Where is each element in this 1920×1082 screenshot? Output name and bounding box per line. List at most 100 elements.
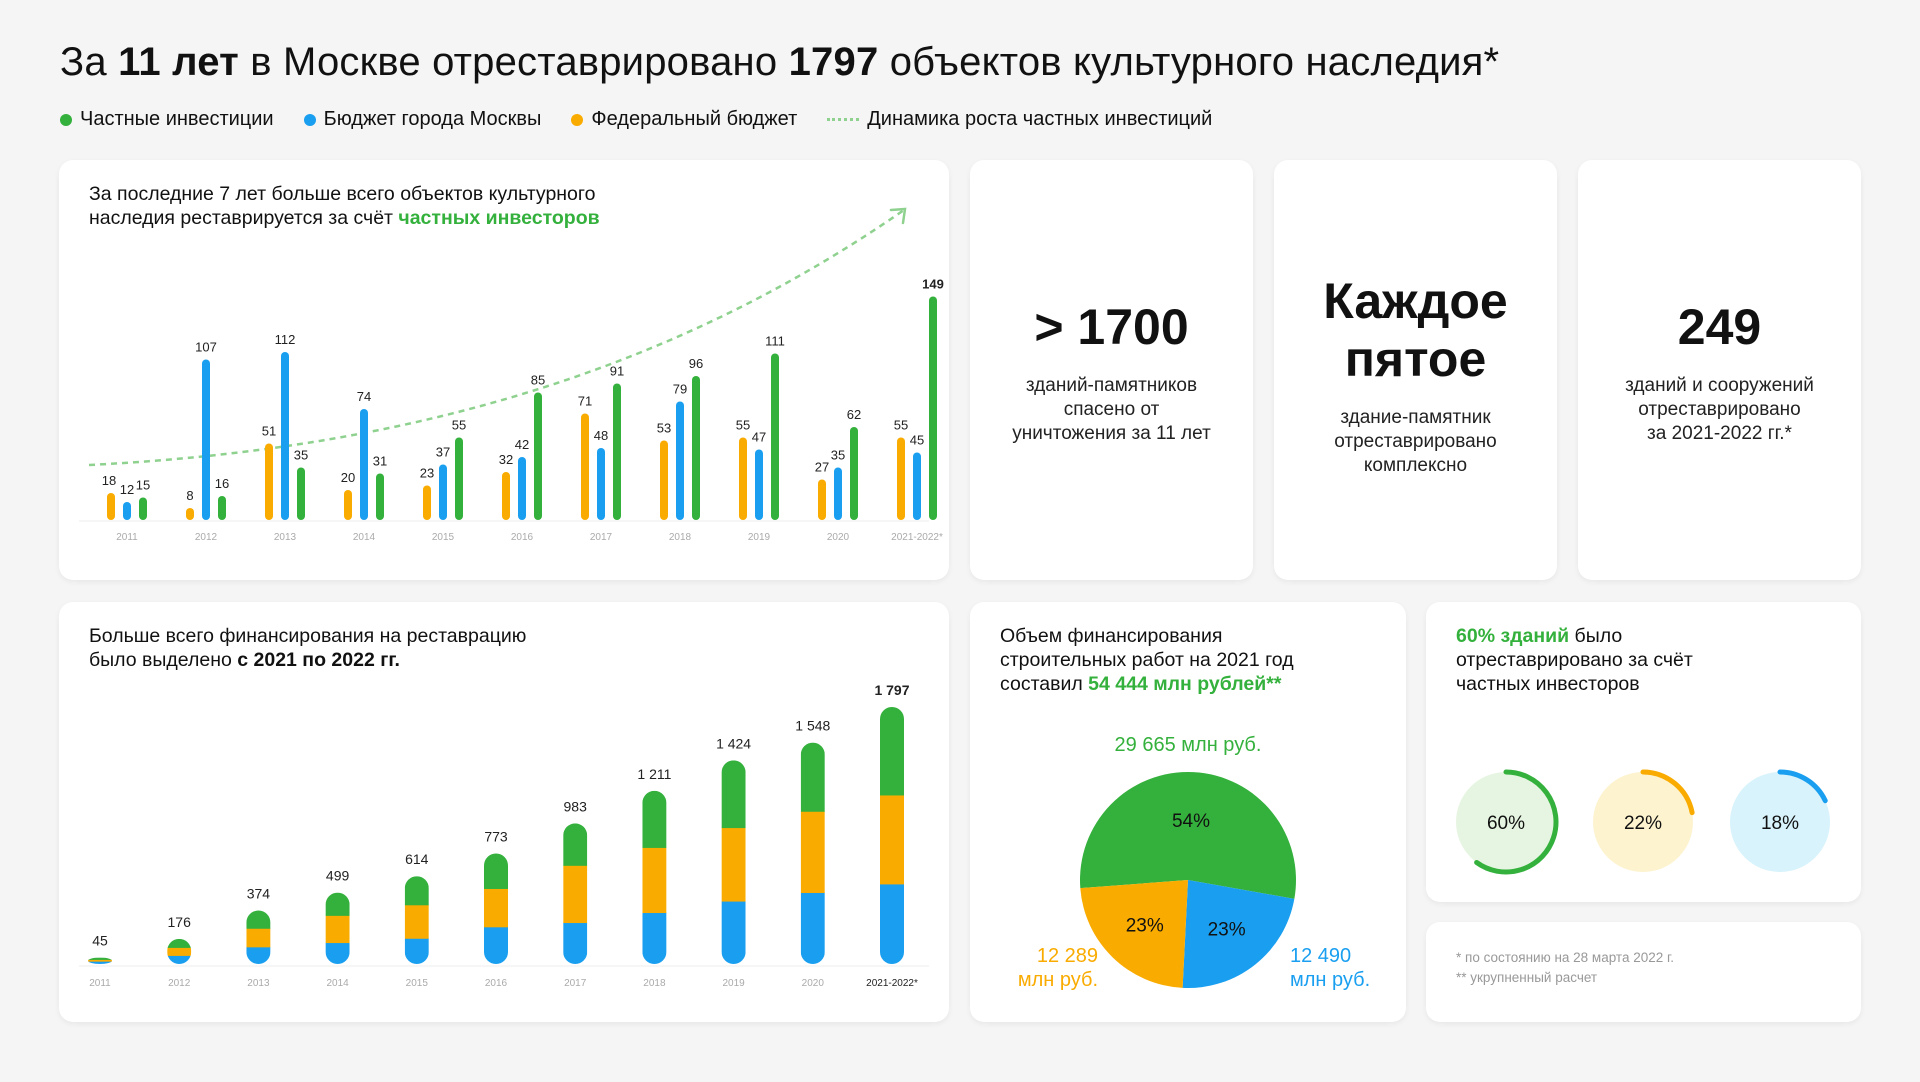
legend-label: Бюджет города Москвы bbox=[323, 108, 542, 130]
stacked-bar-segment bbox=[800, 742, 825, 812]
data-label: 79 bbox=[673, 382, 687, 397]
data-label: 96 bbox=[689, 356, 703, 371]
data-label: 149 bbox=[922, 277, 944, 292]
x-tick-label: 2016 bbox=[511, 532, 534, 543]
bar bbox=[281, 352, 289, 520]
green-dot-icon bbox=[60, 113, 72, 126]
stacked-bar-segment bbox=[88, 957, 112, 960]
bar bbox=[107, 493, 115, 520]
blue-dot-icon bbox=[303, 113, 316, 126]
legend-item-trend: Динамика роста частных инвестиций bbox=[827, 108, 1212, 131]
stacked-bar-card: Больше всего финансирования на реставрац… bbox=[59, 602, 949, 1022]
data-label: 27 bbox=[815, 460, 829, 475]
bar bbox=[344, 490, 352, 520]
ring-charts: 60% 22% 18% bbox=[1456, 769, 1830, 875]
data-label: 32 bbox=[499, 452, 513, 467]
legend-label: Динамика роста частных инвестиций bbox=[867, 108, 1213, 130]
bar bbox=[186, 508, 194, 520]
stacked-bar-segment bbox=[167, 938, 192, 948]
stacked-bar-segment bbox=[642, 912, 667, 964]
x-tick-label: 2016 bbox=[485, 978, 508, 989]
pie-chart: 54% 23% 23% bbox=[1080, 772, 1296, 988]
stacked-bar-segment bbox=[721, 827, 746, 902]
bar bbox=[739, 437, 747, 520]
ring-progress-arc bbox=[1777, 769, 1828, 804]
stacked-bar-segment bbox=[404, 904, 429, 939]
stacked-bar-segment bbox=[563, 865, 588, 924]
ring-background bbox=[1456, 772, 1556, 872]
stacked-bar-segment bbox=[880, 707, 904, 796]
x-tick-label: 2018 bbox=[643, 978, 666, 989]
data-label: 62 bbox=[847, 407, 861, 422]
total-label: 1 548 bbox=[795, 718, 830, 734]
x-tick-label: 2013 bbox=[247, 978, 270, 989]
total-label: 1 424 bbox=[716, 735, 751, 751]
heading-line: составил 54 444 млн рублей** bbox=[1000, 673, 1282, 695]
ring-label: 22% bbox=[1624, 813, 1662, 834]
legend-item-private: Частные инвестиции bbox=[60, 108, 274, 131]
total-label: 45 bbox=[92, 933, 108, 949]
grouped-bar-chart: 18 12 15 2011 8 107 16 2012 51 112 35 2013 20 74 31 201… bbox=[79, 207, 944, 543]
stat-description: зданий и сооружений отреставрировано за 20… bbox=[1625, 375, 1814, 444]
stat-card-1700: > 1700 зданий-памятников спасено от уничто… bbox=[970, 160, 1253, 580]
data-label: 20 bbox=[341, 470, 355, 485]
grouped-bar-card: За последние 7 лет больше всего объектов… bbox=[59, 160, 949, 580]
stacked-bar-segment bbox=[246, 928, 271, 948]
data-label: 91 bbox=[610, 364, 624, 379]
bar bbox=[613, 383, 621, 520]
data-label: 112 bbox=[275, 332, 296, 347]
data-label: 23 bbox=[420, 466, 434, 481]
data-label: 111 bbox=[765, 334, 785, 349]
stat-value: 249 bbox=[1677, 299, 1762, 355]
stacked-bar-segment bbox=[404, 876, 429, 906]
stat-value: Каждое пятое bbox=[1323, 273, 1508, 387]
bar bbox=[297, 467, 305, 520]
x-tick-label: 2018 bbox=[669, 532, 692, 543]
stacked-bar-segment bbox=[325, 942, 350, 964]
card-heading: 60% зданий было отреставрировано за счёт… bbox=[1456, 624, 1693, 696]
stat-card-249: 249 зданий и сооружений отреставрировано з… bbox=[1578, 160, 1861, 580]
heading-line: наследия реставрируется за счёт частных … bbox=[89, 207, 600, 229]
footnote: * по состоянию на 28 марта 2022 г. bbox=[1456, 950, 1675, 965]
footnotes: * по состоянию на 28 марта 2022 г. ** ук… bbox=[1456, 948, 1674, 988]
bar bbox=[692, 376, 700, 520]
ring-progress-arc bbox=[1640, 769, 1695, 816]
total-label: 499 bbox=[326, 868, 350, 884]
dashed-line-icon bbox=[827, 118, 860, 121]
x-tick-label: 2012 bbox=[195, 532, 218, 543]
stacked-bar-segment bbox=[484, 853, 508, 889]
bar bbox=[218, 496, 226, 520]
stat-description: здание-памятник отреставрировано комплексн… bbox=[1334, 407, 1497, 476]
stacked-bar-segment bbox=[167, 955, 192, 965]
bar bbox=[439, 464, 447, 520]
x-tick-label: 2014 bbox=[326, 978, 349, 989]
legend-item-city: Бюджет города Москвы bbox=[303, 108, 542, 131]
ring-label: 18% bbox=[1761, 813, 1799, 834]
x-tick-label: 2021-2022* bbox=[866, 978, 918, 989]
pie-slice bbox=[1080, 880, 1188, 988]
stacked-bar-segment bbox=[563, 823, 588, 866]
stacked-bar-segment bbox=[325, 915, 350, 944]
data-label: 55 bbox=[736, 418, 750, 433]
x-tick-label: 2013 bbox=[274, 532, 297, 543]
bar bbox=[123, 502, 131, 520]
slice-label: 54% bbox=[1172, 811, 1210, 832]
stacked-bar-segment bbox=[484, 888, 508, 928]
stacked-bar-segment bbox=[246, 910, 271, 929]
bar bbox=[897, 437, 905, 520]
ring-background bbox=[1730, 772, 1830, 872]
stacked-bar-segment bbox=[880, 883, 904, 964]
legend-label: Федеральный бюджет bbox=[591, 108, 798, 130]
page-title: За 11 лет в Москве отреставрировано 1797… bbox=[60, 40, 1500, 84]
data-label: 31 bbox=[373, 454, 387, 469]
pie-label-federal: 12 289 млн руб. bbox=[1017, 945, 1098, 991]
stacked-bar-segment bbox=[642, 847, 667, 914]
stat-value: > 1700 bbox=[1034, 299, 1189, 355]
stacked-bar-segment bbox=[800, 811, 825, 893]
x-tick-label: 2019 bbox=[748, 532, 771, 543]
total-label: 374 bbox=[247, 886, 271, 902]
heading-line: было выделено с 2021 по 2022 гг. bbox=[89, 649, 400, 671]
stacked-bar-segment bbox=[88, 959, 112, 962]
stacked-bar-segment bbox=[167, 947, 192, 956]
x-tick-label: 2017 bbox=[564, 978, 587, 989]
